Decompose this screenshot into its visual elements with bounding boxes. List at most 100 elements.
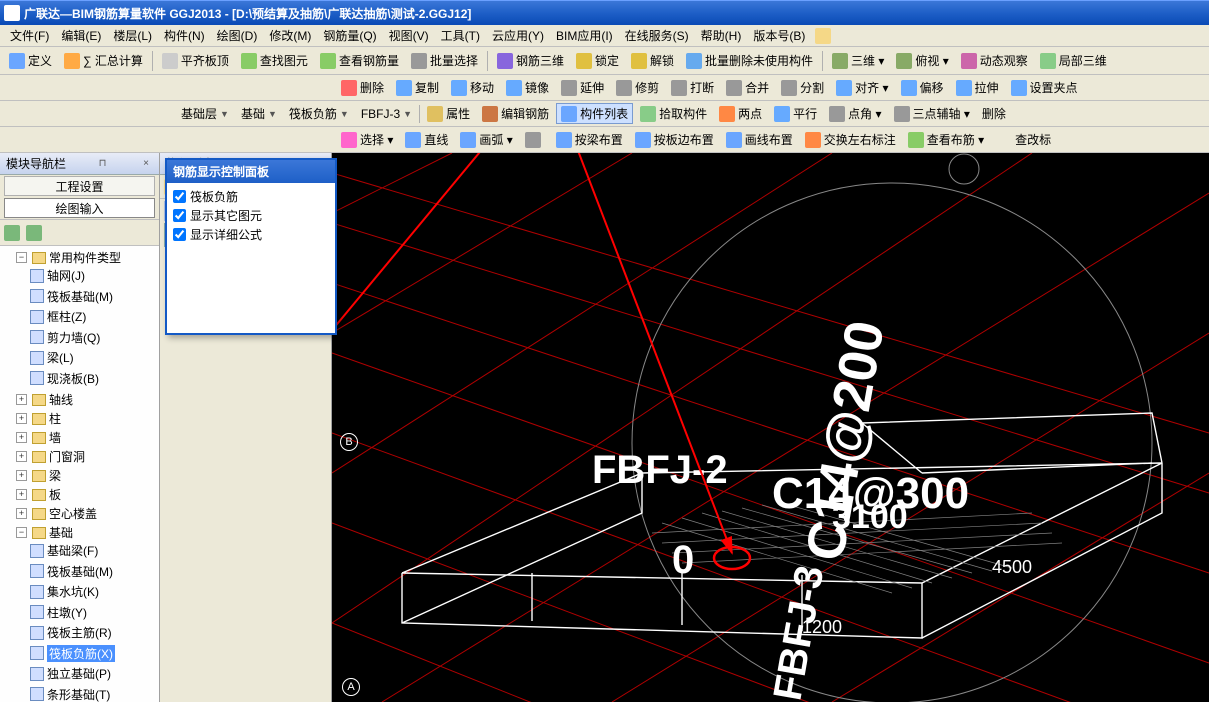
tree-leaf[interactable]: 剪力墙(Q) — [47, 329, 100, 346]
nav-close-icon[interactable]: × — [139, 157, 153, 171]
tbedit-btn-4[interactable]: 延伸 — [556, 77, 609, 98]
menu-version[interactable]: 版本号(B) — [747, 25, 811, 46]
collapse-icon[interactable] — [26, 225, 42, 241]
tb3-btn-8[interactable]: 删除 — [977, 103, 1011, 124]
menu-component[interactable]: 构件(N) — [158, 25, 211, 46]
tree-group[interactable]: 梁 — [49, 467, 61, 484]
tb1-btn-9[interactable]: 批量删除未使用构件 — [681, 49, 818, 72]
tree-expand-icon[interactable]: + — [16, 508, 27, 519]
tree-collapse-icon[interactable]: − — [16, 527, 27, 538]
tb4-btn-2[interactable]: 画弧 ▾ — [455, 129, 517, 150]
tb1-btn-3[interactable]: 查找图元 — [236, 49, 313, 72]
tree-expand-icon[interactable]: + — [16, 432, 27, 443]
tbedit-btn-9[interactable]: 对齐 ▾ — [831, 77, 893, 98]
tree-leaf[interactable]: 现浇板(B) — [47, 370, 99, 387]
tree-leaf[interactable]: 筏板主筋(R) — [47, 624, 112, 641]
tb1-btn-10[interactable]: 三维 ▾ — [827, 49, 889, 72]
tree-group[interactable]: 板 — [49, 486, 61, 503]
tree-collapse-icon[interactable]: − — [16, 252, 27, 263]
tb1-btn-13[interactable]: 局部三维 — [1035, 49, 1112, 72]
float-opt-2[interactable]: 显示详细公式 — [173, 225, 329, 244]
tb3-btn-4[interactable]: 两点 — [714, 103, 767, 124]
tb3-btn-6[interactable]: 点角 ▾ — [824, 103, 886, 124]
menu-modify[interactable]: 修改(M) — [263, 25, 317, 46]
tree-expand-icon[interactable]: + — [16, 394, 27, 405]
tab-project-settings[interactable]: 工程设置 — [4, 176, 155, 196]
dd-type[interactable]: 筏板负筋▼ — [284, 103, 354, 124]
tbedit-btn-7[interactable]: 合并 — [721, 77, 774, 98]
tb4-btn-6[interactable]: 画线布置 — [721, 129, 798, 150]
menu-online[interactable]: 在线服务(S) — [619, 25, 695, 46]
tb1-btn-4[interactable]: 查看钢筋量 — [315, 49, 404, 72]
tree-leaf[interactable]: 集水坑(K) — [47, 583, 99, 600]
tree-group[interactable]: 空心楼盖 — [49, 505, 97, 522]
tree-expand-icon[interactable]: + — [16, 470, 27, 481]
tb4-btn-9[interactable]: 查改标 — [991, 129, 1056, 150]
tb3-btn-5[interactable]: 平行 — [769, 103, 822, 124]
tree-leaf[interactable]: 独立基础(P) — [47, 665, 111, 682]
menu-bim[interactable]: BIM应用(I) — [550, 25, 619, 46]
dd-floor[interactable]: 基础层▼ — [176, 103, 234, 124]
expand-icon[interactable] — [4, 225, 20, 241]
tb4-btn-4[interactable]: 按梁布置 — [551, 129, 628, 150]
tb1-btn-12[interactable]: 动态观察 — [956, 49, 1033, 72]
tb4-btn-1[interactable]: 直线 — [400, 129, 453, 150]
tb1-btn-6[interactable]: 钢筋三维 — [492, 49, 569, 72]
menu-rebar[interactable]: 钢筋量(Q) — [317, 25, 382, 46]
tree-expand-icon[interactable]: + — [16, 413, 27, 424]
tree-leaf[interactable]: 筏板基础(M) — [47, 563, 113, 580]
dd-instance[interactable]: FBFJ-3▼ — [356, 105, 417, 123]
tab-draw-input[interactable]: 绘图输入 — [4, 198, 155, 218]
tb3-btn-2[interactable]: 构件列表 — [556, 103, 633, 124]
tree-expand-icon[interactable]: + — [16, 451, 27, 462]
menu-file[interactable]: 文件(F) — [4, 25, 55, 46]
tbedit-btn-6[interactable]: 打断 — [666, 77, 719, 98]
tb1-btn-0[interactable]: 定义 — [4, 49, 57, 72]
tb1-btn-1[interactable]: ∑ 汇总计算 — [59, 49, 148, 72]
float-opt-0[interactable]: 筏板负筋 — [173, 187, 329, 206]
tb4-btn-5[interactable]: 按板边布置 — [630, 129, 719, 150]
tree-leaf[interactable]: 筏板基础(M) — [47, 288, 113, 305]
tb4-btn-7[interactable]: 交换左右标注 — [800, 129, 901, 150]
tree-leaf[interactable]: 基础梁(F) — [47, 542, 98, 559]
tbedit-btn-11[interactable]: 拉伸 — [951, 77, 1004, 98]
tbedit-btn-5[interactable]: 修剪 — [611, 77, 664, 98]
tb4-btn-0[interactable]: 选择 ▾ — [336, 129, 398, 150]
tree-foundation[interactable]: 基础 — [49, 524, 73, 541]
menu-draw[interactable]: 绘图(D) — [211, 25, 264, 46]
tbedit-btn-3[interactable]: 镜像 — [501, 77, 554, 98]
tree-expand-icon[interactable]: + — [16, 489, 27, 500]
menu-floor[interactable]: 楼层(L) — [107, 25, 158, 46]
tbedit-btn-0[interactable]: 删除 — [336, 77, 389, 98]
tree-leaf[interactable]: 筏板负筋(X) — [47, 645, 115, 662]
tree-root[interactable]: 常用构件类型 — [49, 249, 121, 266]
tree-leaf[interactable]: 条形基础(T) — [47, 686, 110, 702]
tb1-btn-11[interactable]: 俯视 ▾ — [891, 49, 953, 72]
tb4-btn-8[interactable]: 查看布筋 ▾ — [903, 129, 989, 150]
tree-group[interactable]: 墙 — [49, 429, 61, 446]
menu-cloud[interactable]: 云应用(Y) — [486, 25, 550, 46]
tree-leaf[interactable]: 柱墩(Y) — [47, 604, 87, 621]
tree-group[interactable]: 柱 — [49, 410, 61, 427]
component-tree[interactable]: −常用构件类型 轴网(J)筏板基础(M)框柱(Z)剪力墙(Q)梁(L)现浇板(B… — [0, 246, 159, 702]
tree-group[interactable]: 门窗洞 — [49, 448, 85, 465]
tb3-btn-0[interactable]: 属性 — [422, 103, 475, 124]
tbedit-btn-1[interactable]: 复制 — [391, 77, 444, 98]
tb1-btn-2[interactable]: 平齐板顶 — [157, 49, 234, 72]
tb3-btn-3[interactable]: 拾取构件 — [635, 103, 712, 124]
nav-pin-icon[interactable]: ⊓ — [96, 157, 110, 171]
tbedit-btn-12[interactable]: 设置夹点 — [1006, 77, 1083, 98]
tree-leaf[interactable]: 梁(L) — [47, 349, 74, 366]
tb3-btn-7[interactable]: 三点辅轴 ▾ — [889, 103, 975, 124]
tb3-btn-1[interactable]: 编辑钢筋 — [477, 103, 554, 124]
menu-help[interactable]: 帮助(H) — [695, 25, 748, 46]
menu-view[interactable]: 视图(V) — [383, 25, 435, 46]
rebar-display-panel[interactable]: 钢筋显示控制面板 筏板负筋 显示其它图元 显示详细公式 — [165, 158, 337, 335]
tree-group[interactable]: 轴线 — [49, 391, 73, 408]
menu-tool[interactable]: 工具(T) — [435, 25, 486, 46]
dd-category[interactable]: 基础▼ — [236, 103, 282, 124]
tbedit-btn-2[interactable]: 移动 — [446, 77, 499, 98]
tb1-btn-7[interactable]: 锁定 — [571, 49, 624, 72]
tb4-btn-3[interactable] — [520, 129, 549, 150]
tb1-btn-5[interactable]: 批量选择 — [406, 49, 483, 72]
